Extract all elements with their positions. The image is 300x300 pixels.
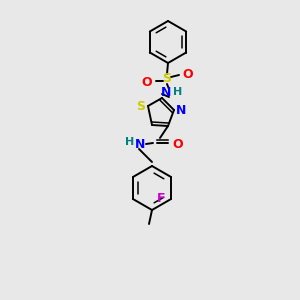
- Text: O: O: [142, 76, 152, 88]
- Text: S: S: [163, 73, 172, 85]
- Text: F: F: [157, 191, 165, 205]
- Text: N: N: [161, 86, 171, 100]
- Text: N: N: [135, 137, 145, 151]
- Text: H: H: [125, 137, 135, 147]
- Text: N: N: [176, 103, 186, 116]
- Text: S: S: [136, 100, 146, 112]
- Text: H: H: [173, 87, 183, 97]
- Text: O: O: [173, 137, 183, 151]
- Text: O: O: [183, 68, 193, 80]
